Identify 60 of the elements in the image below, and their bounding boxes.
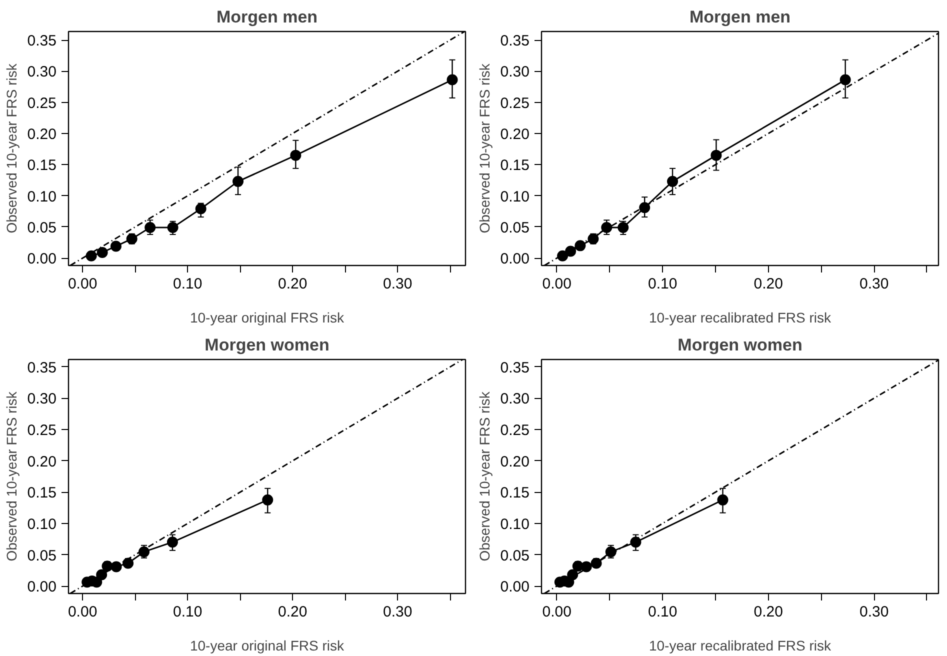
x-tick-label: 0.00	[542, 604, 572, 620]
x-tick-label: 0.30	[383, 604, 412, 620]
x-tick-label: 0.20	[754, 604, 783, 620]
x-tick-label: 0.30	[860, 604, 889, 620]
x-axis-title: 10-year original FRS risk	[190, 310, 346, 326]
y-tick-label: 0.05	[500, 219, 530, 236]
chart-title: Morgen men	[216, 8, 318, 26]
y-tick-label: 0.35	[27, 359, 57, 376]
y-tick-label: 0.30	[500, 390, 530, 408]
y-axis-title: Observed 10-year FRS risk	[3, 390, 20, 562]
y-tick-label: 0.10	[27, 188, 57, 206]
y-tick-label: 0.30	[27, 390, 57, 408]
y-tick-label: 0.15	[500, 157, 530, 174]
y-tick-label: 0.30	[27, 64, 57, 81]
y-tick-label: 0.10	[27, 516, 57, 533]
y-axis-title: Observed 10-year FRS risk	[476, 62, 492, 234]
x-tick-label: 0.20	[754, 276, 783, 292]
y-tick-label: 0.05	[27, 547, 57, 564]
y-tick-label: 0.25	[500, 94, 530, 112]
y-tick-label: 0.25	[27, 94, 57, 112]
x-tick-label: 0.00	[542, 276, 572, 292]
y-tick-label: 0.20	[27, 126, 57, 144]
y-tick-label: 0.35	[500, 32, 530, 50]
y-tick-label: 0.35	[500, 359, 530, 376]
x-tick-label: 0.20	[278, 276, 308, 292]
y-tick-label: 0.15	[27, 157, 57, 174]
x-tick-label: 0.00	[68, 276, 98, 292]
y-tick-label: 0.25	[500, 422, 530, 440]
y-tick-label: 0.30	[500, 64, 530, 81]
chart-title: Morgen women	[678, 336, 802, 354]
y-tick-label: 0.10	[500, 188, 530, 206]
y-axis-title: Observed 10-year FRS risk	[3, 62, 20, 234]
y-axis-title: Observed 10-year FRS risk	[476, 390, 492, 562]
x-tick-label: 0.30	[383, 276, 412, 292]
y-tick-label: 0.00	[500, 578, 530, 596]
y-tick-label: 0.15	[500, 484, 530, 502]
y-tick-label: 0.00	[27, 578, 57, 596]
x-axis-title: 10-year recalibrated FRS risk	[648, 638, 832, 654]
y-tick-label: 0.10	[500, 516, 530, 533]
y-tick-label: 0.15	[27, 484, 57, 502]
x-axis-title: 10-year original FRS risk	[190, 638, 346, 654]
y-tick-label: 0.35	[27, 32, 57, 50]
y-tick-label: 0.20	[500, 453, 530, 470]
y-tick-label: 0.05	[500, 547, 530, 564]
x-tick-label: 0.10	[648, 276, 678, 292]
y-tick-label: 0.00	[27, 250, 57, 268]
x-tick-label: 0.20	[278, 604, 308, 620]
y-tick-label: 0.25	[27, 422, 57, 440]
chart-title: Morgen men	[689, 8, 791, 26]
y-tick-label: 0.00	[500, 250, 530, 268]
y-tick-label: 0.05	[27, 219, 57, 236]
x-tick-label: 0.10	[173, 276, 202, 292]
x-tick-label: 0.10	[173, 604, 202, 620]
chart-title: Morgen women	[204, 336, 330, 354]
y-tick-label: 0.20	[27, 453, 57, 470]
y-tick-label: 0.20	[500, 126, 530, 144]
x-tick-label: 0.10	[648, 604, 678, 620]
x-tick-label: 0.00	[68, 604, 98, 620]
x-tick-label: 0.30	[860, 276, 889, 292]
x-axis-title: 10-year recalibrated FRS risk	[648, 310, 832, 326]
